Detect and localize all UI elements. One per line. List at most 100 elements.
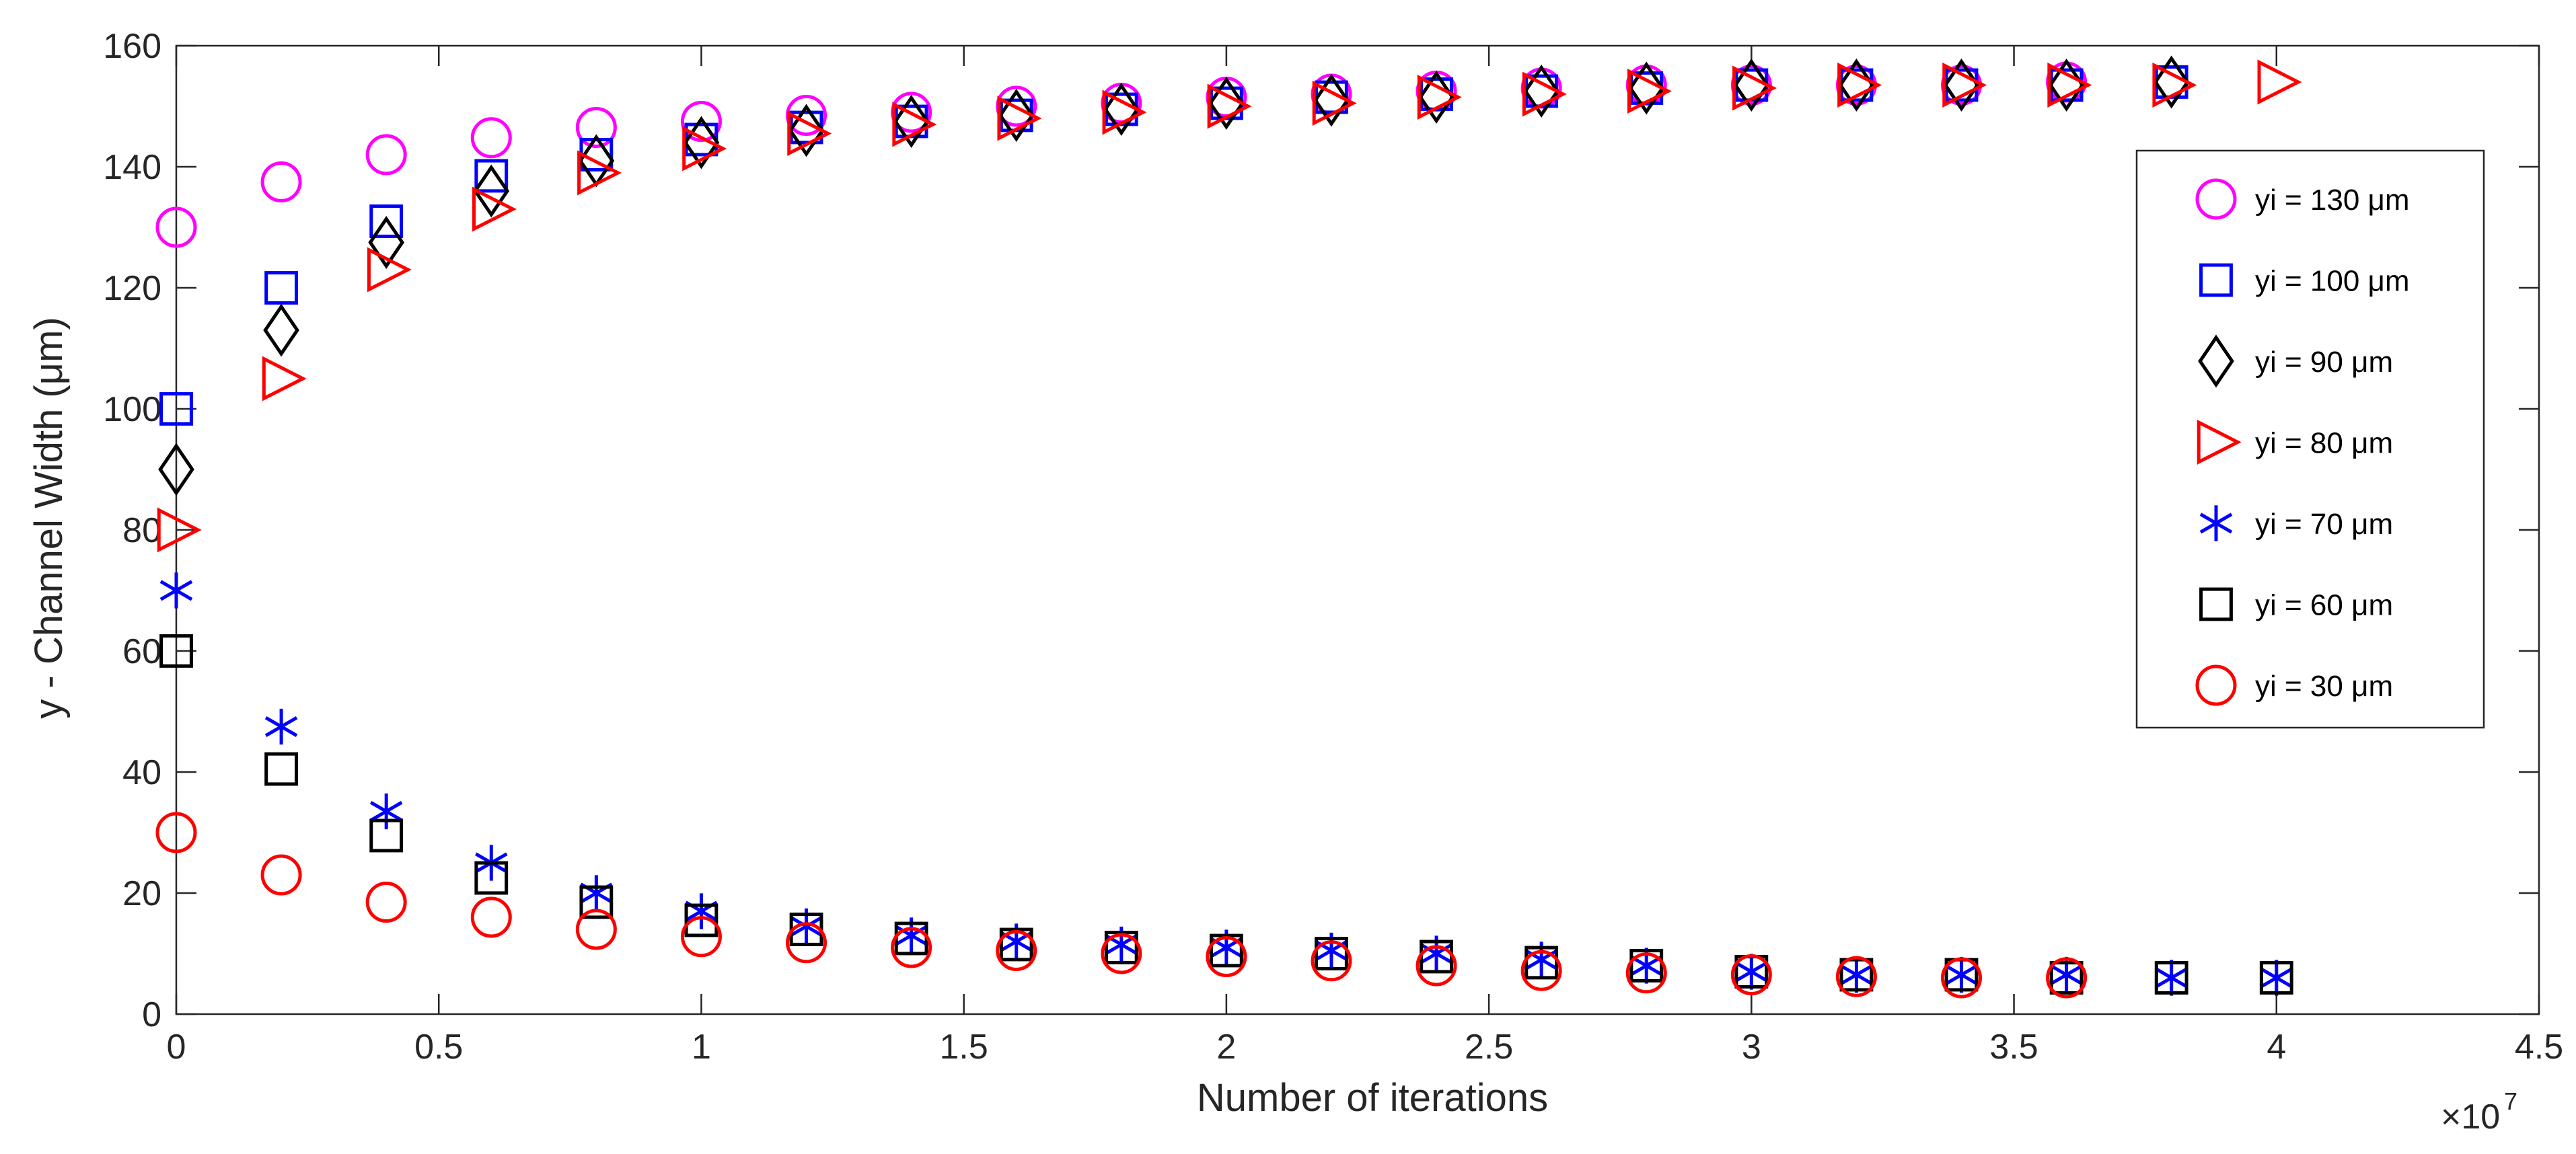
data-point <box>680 916 722 958</box>
data-point <box>996 930 1037 971</box>
y-tick-label: 20 <box>122 874 161 913</box>
data-point <box>891 927 932 968</box>
data-point <box>1417 75 1462 120</box>
data-point <box>786 922 827 964</box>
x-axis-title: Number of iterations <box>1197 1076 1548 1120</box>
data-point <box>1524 946 1559 980</box>
data-point <box>368 216 405 269</box>
y-tick-label: 160 <box>103 27 161 66</box>
data-point <box>470 896 512 938</box>
data-point-stroke <box>790 916 823 937</box>
data-point <box>1523 65 1559 118</box>
data-point <box>575 909 617 950</box>
data-point <box>260 854 302 896</box>
data-point-stroke <box>2050 964 2083 985</box>
series-6 <box>155 812 2088 999</box>
data-point-stroke <box>159 580 193 601</box>
data-point-stroke <box>1840 964 1873 985</box>
y-tick-label: 120 <box>103 269 161 308</box>
data-point <box>1837 63 1882 108</box>
data-point <box>155 812 197 853</box>
data-point <box>2153 55 2190 109</box>
legend-marker <box>2199 505 2233 541</box>
data-point <box>1941 957 1983 999</box>
legend-label: yi = 130 μm <box>2255 184 2410 217</box>
data-point <box>2260 960 2293 996</box>
y-tick-label: 100 <box>103 390 161 429</box>
data-point <box>1733 59 1770 112</box>
x-exponent-power: 7 <box>2504 1087 2517 1115</box>
data-point <box>579 885 614 919</box>
data-point <box>1206 936 1247 977</box>
legend-marker <box>2198 334 2234 388</box>
data-point <box>1102 89 1147 135</box>
y-tick-label: 80 <box>122 511 161 550</box>
data-point-stroke <box>1629 955 1663 976</box>
data-point <box>1945 956 1978 993</box>
data-point <box>2046 957 2088 999</box>
data-point <box>1732 65 1777 111</box>
y-tick-label: 140 <box>103 148 161 187</box>
data-point-stroke <box>1420 943 1453 964</box>
data-point <box>998 89 1035 142</box>
data-point-stroke <box>1735 961 1768 983</box>
data-point <box>260 161 302 202</box>
data-point-stroke <box>2155 967 2188 989</box>
data-point <box>159 572 193 609</box>
legend-marker-stroke <box>2199 512 2233 534</box>
data-point <box>470 117 512 159</box>
data-point <box>2152 63 2197 108</box>
data-point <box>575 107 617 148</box>
data-point <box>262 356 307 401</box>
data-point <box>158 443 194 496</box>
data-point <box>680 101 722 142</box>
data-point <box>1735 954 1768 990</box>
data-point <box>2259 961 2293 995</box>
data-point <box>683 116 720 169</box>
x-tick-label: 4 <box>2267 1028 2286 1067</box>
data-point <box>1730 954 1772 995</box>
data-point <box>1313 73 1350 127</box>
data-point <box>997 95 1042 141</box>
data-point-stroke <box>264 716 298 737</box>
legend-label: yi = 30 μm <box>2255 670 2393 703</box>
data-point <box>367 247 412 293</box>
legend-label: yi = 90 μm <box>2255 346 2393 379</box>
data-point <box>1315 937 1348 970</box>
y-axis-title: y - Channel Width (μm) <box>27 317 71 718</box>
data-point <box>1311 940 1352 982</box>
data-point <box>159 392 193 426</box>
data-point <box>264 752 298 786</box>
data-point <box>1628 61 1665 115</box>
x-tick-label: 2.5 <box>1465 1028 1513 1067</box>
x-tick-label: 0 <box>167 1028 186 1067</box>
x-tick-label: 3 <box>1742 1028 1761 1067</box>
data-point <box>2155 960 2188 996</box>
data-point <box>1208 77 1245 130</box>
data-point <box>1207 83 1252 129</box>
series-3 <box>157 59 2302 553</box>
data-point <box>787 111 832 156</box>
data-point <box>264 271 298 305</box>
data-marks <box>155 55 2302 999</box>
data-point <box>682 126 727 171</box>
data-point <box>1103 83 1140 136</box>
legend-label: yi = 70 μm <box>2255 508 2393 541</box>
data-point <box>1209 933 1243 968</box>
data-point-stroke <box>895 925 928 946</box>
axes: 0 0.5 1 1.5 2 2.5 3 3.5 4 4.5 0 20 40 60 80 100 120 140 16… <box>103 27 2563 1067</box>
data-point <box>474 159 509 193</box>
data-point-stroke <box>1945 964 1978 985</box>
data-point <box>2049 961 2084 995</box>
data-point <box>1520 950 1562 991</box>
x-exponent-label: ×10 <box>2441 1098 2500 1137</box>
x-tick-label: 4.5 <box>2515 1028 2563 1067</box>
data-point <box>1415 945 1457 987</box>
data-point <box>2154 961 2188 995</box>
data-point <box>1101 933 1142 974</box>
y-tick-label: 40 <box>122 753 161 792</box>
data-point <box>369 793 403 830</box>
data-point <box>159 634 193 668</box>
data-point <box>472 186 517 232</box>
